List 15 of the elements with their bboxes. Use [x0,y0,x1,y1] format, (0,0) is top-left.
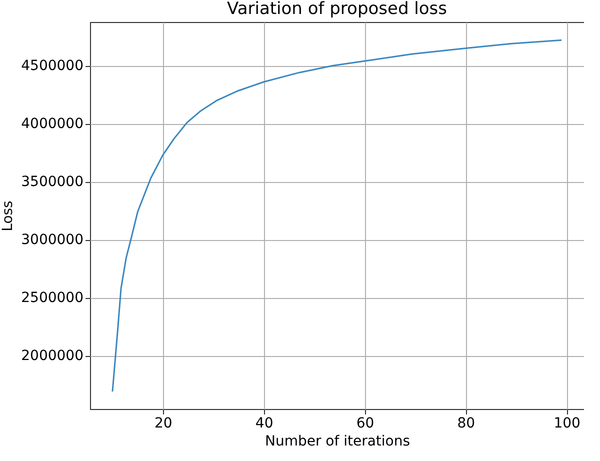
x-tick-label: 60 [356,416,374,432]
y-tick-label: 2000000 [21,348,84,364]
y-tick-label: 4000000 [21,116,84,132]
y-tick-label: 4500000 [21,58,84,74]
y-tick-label: 3000000 [21,232,84,248]
line-series [112,39,562,392]
x-tick-label: 80 [457,416,476,432]
y-tick-label: 3500000 [21,174,84,190]
y-tick-label: 2500000 [21,290,84,306]
x-axis-title: Number of iterations [264,434,410,450]
chart-title: Variation of proposed loss [227,0,448,19]
x-tick-label: 100 [554,416,580,432]
y-axis-title: Loss [0,200,16,232]
x-tick-label: 40 [255,416,274,432]
x-tick-label: 20 [154,416,172,432]
